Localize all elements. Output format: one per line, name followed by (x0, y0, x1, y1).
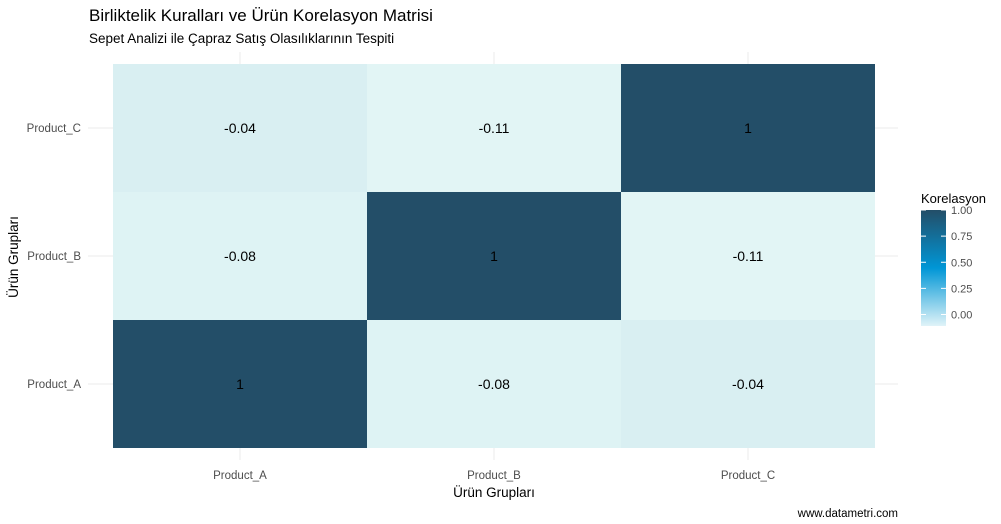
y-tick-label-Product_C: Product_C (27, 123, 81, 135)
cell-Product_B-Product_A (367, 320, 621, 448)
legend-label-1.00: 1.00 (951, 205, 972, 217)
color-legend: Korelasyon 1.00 0.75 0.50 0.25 0.00 (921, 191, 986, 326)
heatmap-cells (113, 64, 875, 448)
cell-Product_A-Product_A (113, 320, 367, 448)
x-axis-title: Ürün Grupları (453, 485, 535, 500)
legend-label-0.75: 0.75 (951, 231, 972, 243)
chart-caption: www.datametri.com (797, 508, 898, 520)
legend-label-0.00: 0.00 (951, 310, 972, 322)
cell-label-Product_A-Product_B: -0.08 (224, 248, 256, 264)
chart-subtitle: Sepet Analizi ile Çapraz Satış Olasılıkl… (89, 31, 394, 46)
cell-Product_A-Product_B (113, 192, 367, 320)
y-axis-title: Ürün Grupları (6, 216, 21, 298)
cell-label-Product_C-Product_B: -0.11 (733, 248, 764, 264)
x-tick-label-Product_B: Product_B (467, 470, 521, 482)
chart-title: Birliktelik Kuralları ve Ürün Korelasyon… (89, 6, 433, 25)
cell-label-Product_A-Product_A: 1 (236, 376, 244, 392)
cell-label-Product_A-Product_C: -0.04 (224, 120, 256, 136)
cell-Product_C-Product_A (621, 320, 875, 448)
legend-label-0.25: 0.25 (951, 283, 972, 295)
y-tick-label-Product_B: Product_B (27, 251, 81, 263)
x-tick-label-Product_C: Product_C (721, 470, 775, 482)
cell-Product_B-Product_C (367, 64, 621, 192)
cell-label-Product_C-Product_C: 1 (744, 120, 752, 136)
y-tick-label-Product_A: Product_A (27, 379, 81, 391)
cell-Product_C-Product_B (621, 192, 875, 320)
x-axis-ticks: Product_A Product_B Product_C (213, 470, 775, 482)
cell-Product_B-Product_B (367, 192, 621, 320)
cell-label-Product_B-Product_B: 1 (490, 248, 498, 264)
cell-Product_A-Product_C (113, 64, 367, 192)
legend-label-0.50: 0.50 (951, 257, 972, 269)
legend-colorbar (921, 210, 946, 326)
x-tick-label-Product_A: Product_A (213, 470, 267, 482)
cell-labels: 1 -0.08 -0.04 -0.08 1 -0.11 -0.04 -0.11 1 (224, 120, 764, 392)
cell-label-Product_B-Product_C: -0.11 (479, 120, 510, 136)
cell-label-Product_C-Product_A: -0.04 (732, 376, 764, 392)
cell-Product_C-Product_C (621, 64, 875, 192)
legend-ticks: 1.00 0.75 0.50 0.25 0.00 (921, 205, 972, 322)
y-axis-ticks: Product_A Product_B Product_C (27, 123, 82, 391)
cell-label-Product_B-Product_A: -0.08 (478, 376, 510, 392)
legend-title: Korelasyon (921, 191, 986, 206)
